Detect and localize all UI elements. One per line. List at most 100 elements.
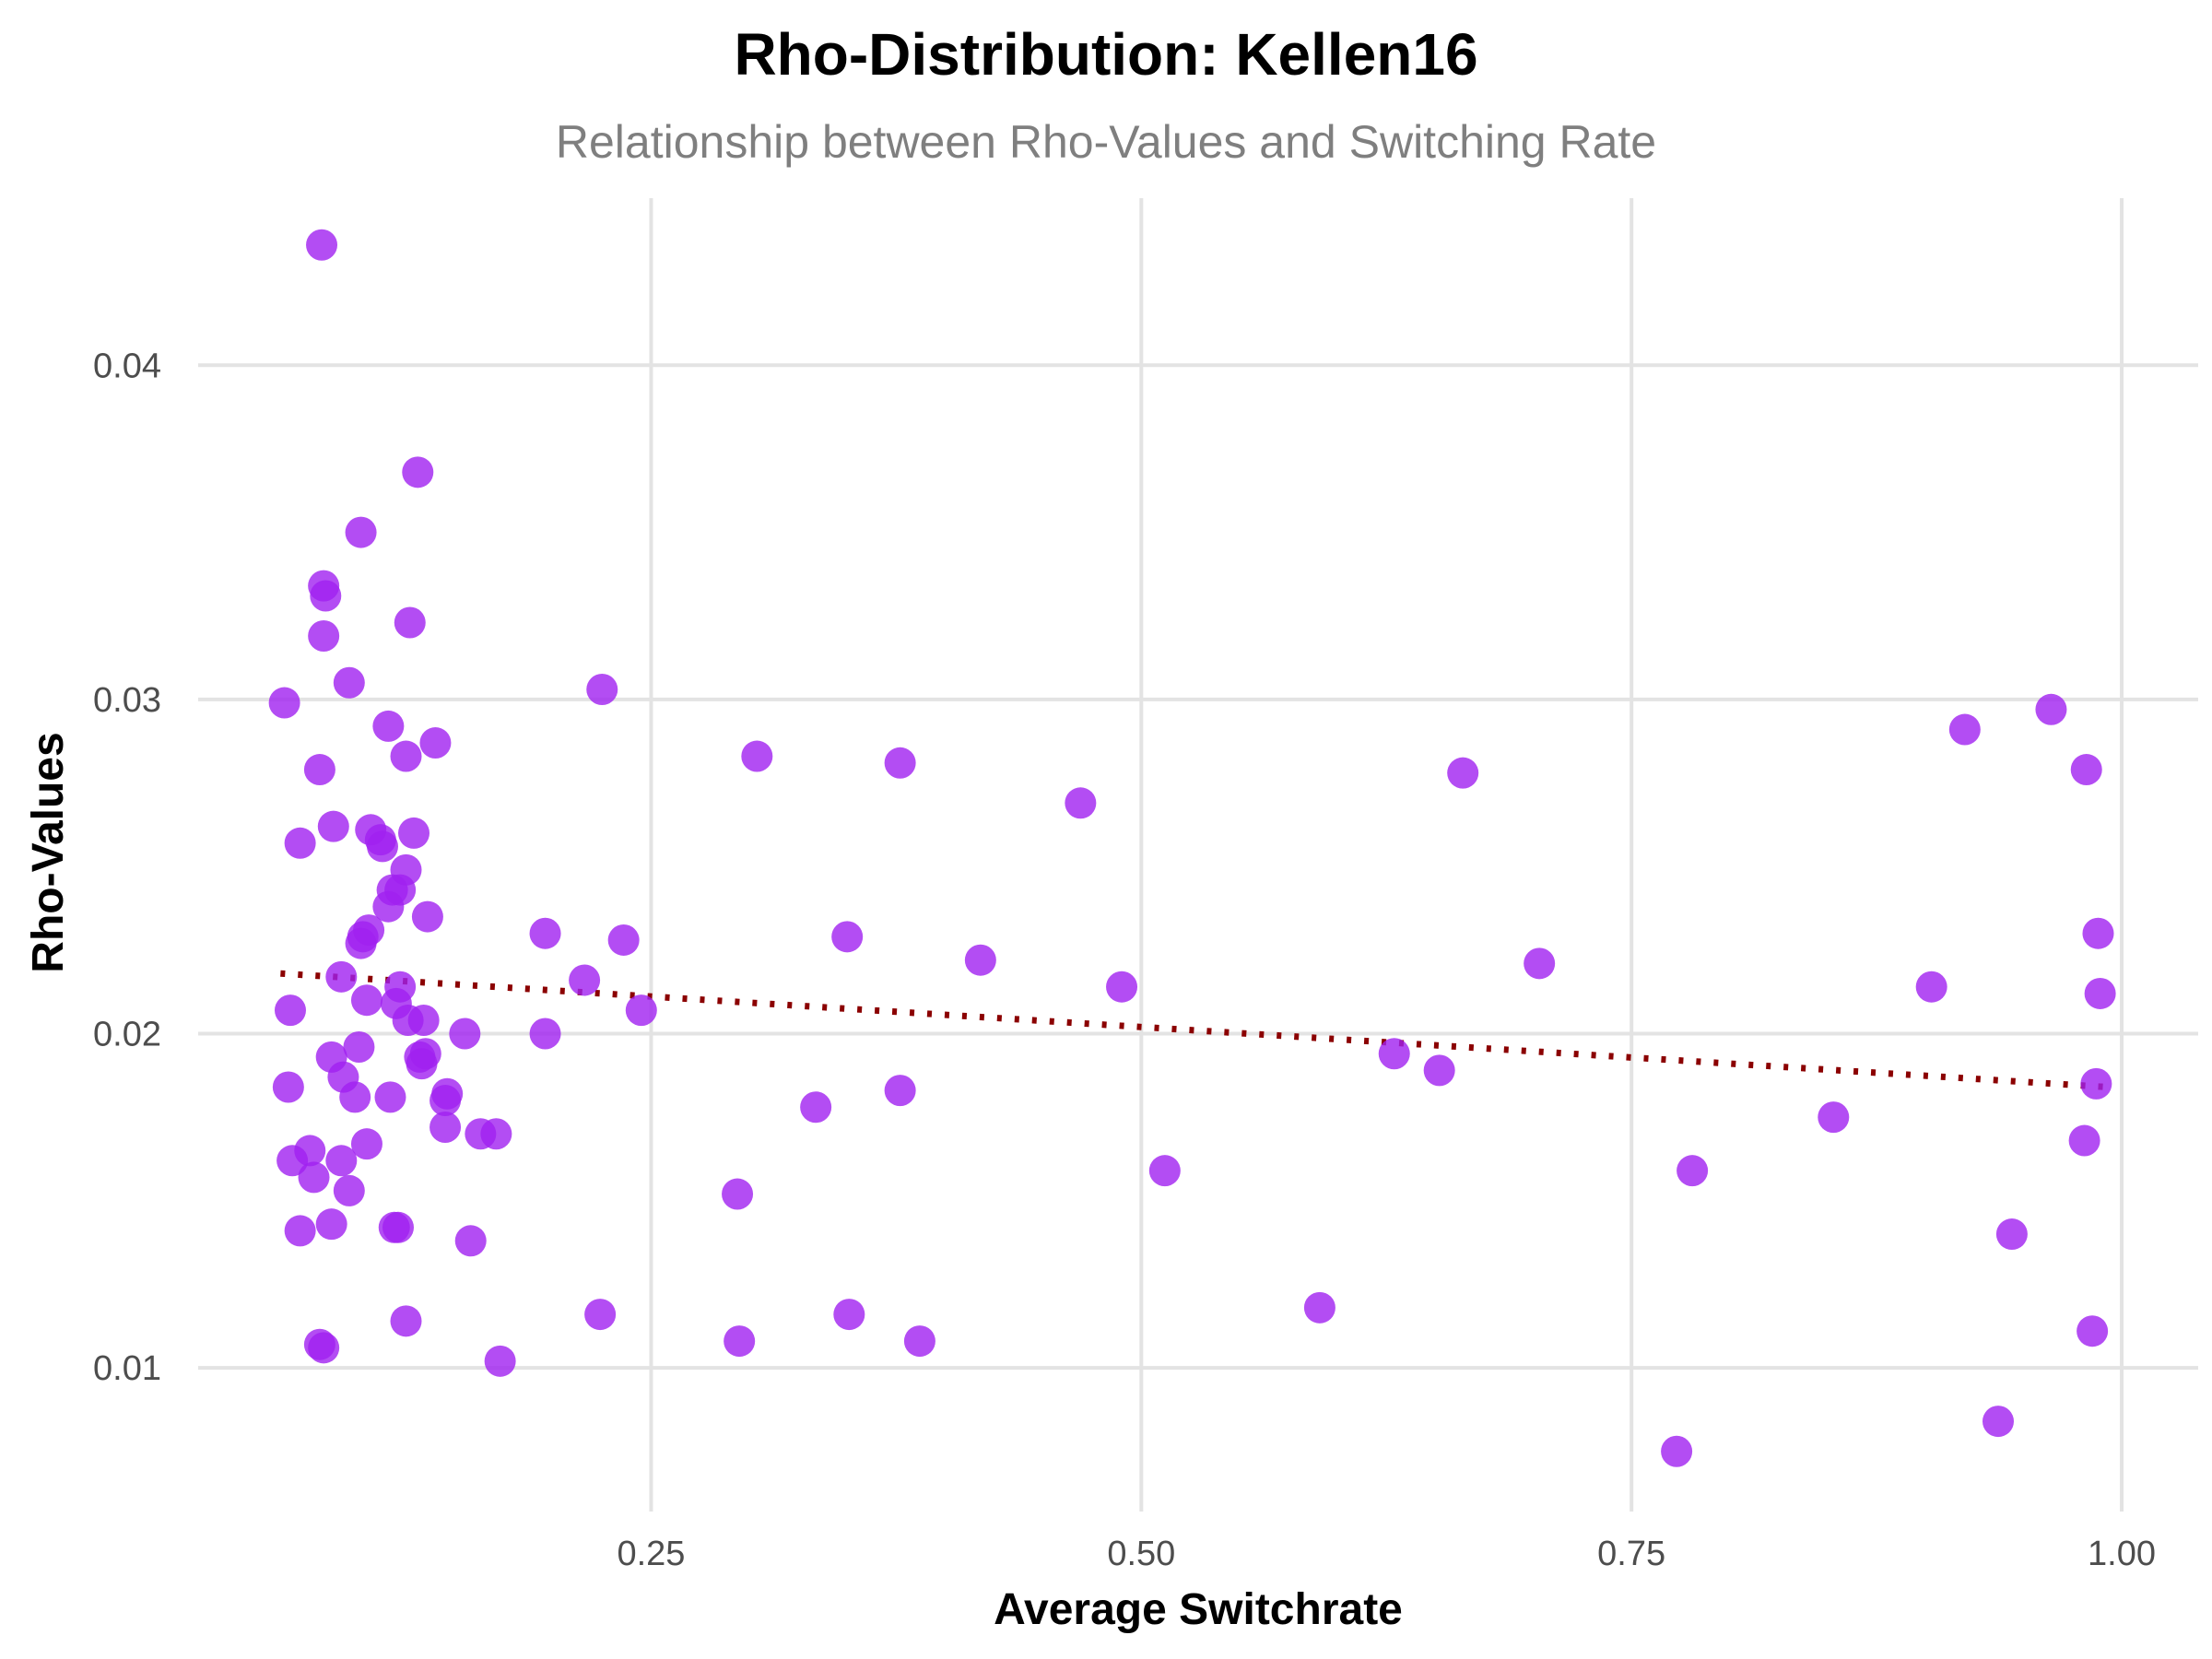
data-point [350,984,382,1017]
grid [198,198,2198,1512]
data-point [1378,1038,1410,1070]
data-point [831,921,864,953]
data-point [325,1145,358,1177]
data-point [276,1145,309,1177]
points-layer [268,229,2116,1467]
data-point [529,917,561,949]
data-point [343,1030,375,1063]
data-point [339,1081,371,1113]
data-point [308,1332,340,1364]
data-point [1524,947,1556,980]
data-point [374,1081,406,1113]
data-point [454,1225,487,1257]
data-point [268,687,300,719]
y-tick-label: 0.02 [93,1015,161,1053]
data-point [1661,1435,1693,1467]
data-point [2068,1124,2100,1157]
data-point [308,620,340,652]
y-tick-label: 0.01 [93,1349,161,1388]
data-point [480,1118,512,1150]
data-point [382,1211,414,1243]
data-point [384,971,417,1003]
x-tick-label: 0.25 [617,1535,685,1573]
data-point [372,890,405,923]
data-point [431,1077,464,1110]
chart-title: Rho-Distribution: Kellen16 [734,21,1478,88]
data-point [411,900,443,933]
data-point [2082,917,2114,949]
chart-subtitle: Relationship between Rho-Values and Swit… [555,116,1657,168]
data-point [2070,754,2102,786]
data-point [741,740,773,772]
data-point [884,1075,916,1107]
data-point [586,674,618,706]
data-point [1447,757,1479,789]
data-point [722,1178,754,1210]
data-point [306,229,338,261]
data-point [2084,977,2116,1009]
data-point [833,1299,865,1331]
data-point [366,830,398,863]
data-point [394,606,426,639]
x-tick-label: 0.50 [1107,1535,1175,1573]
data-point [274,994,306,1027]
x-tick-label: 1.00 [2088,1535,2156,1573]
data-point [333,1174,365,1206]
data-point [1303,1291,1335,1324]
data-point [284,1215,316,1247]
data-point [964,944,996,976]
data-point [1983,1406,2014,1438]
data-point [429,1112,462,1144]
data-point [350,1128,382,1160]
x-axis-title: Average Switchrate [994,1585,1403,1634]
data-point [402,456,434,488]
y-tick-label: 0.04 [93,347,161,385]
data-point [529,1018,561,1050]
data-point [2077,1315,2109,1347]
data-point [298,1161,330,1194]
data-point [325,960,358,993]
tick-labels: 0.25 0.50 0.75 1.00 0.01 0.02 0.03 0.04 [93,347,2156,1573]
data-point [284,827,316,859]
y-axis-title: Rho-Values [24,732,73,972]
data-point [449,1018,481,1050]
data-point [390,740,422,772]
data-point [724,1325,756,1358]
data-point [398,817,430,849]
data-point [347,921,379,953]
data-point [310,580,342,612]
data-point [407,1004,440,1036]
data-point [625,994,657,1027]
data-point [1818,1101,1850,1134]
data-point [607,924,640,956]
trend-line [280,970,2109,1090]
data-point [315,1208,347,1241]
data-point [345,516,377,548]
data-point [800,1091,832,1124]
data-point [317,810,349,842]
data-point [1948,713,1981,746]
data-point [884,747,916,779]
data-point [303,754,335,786]
data-point [1148,1155,1181,1187]
x-tick-label: 0.75 [1597,1535,1665,1573]
data-point [404,1041,436,1073]
data-point [569,964,601,996]
data-point [1677,1155,1709,1187]
trend-line-layer [280,970,2109,1090]
data-point [372,710,405,742]
data-point [1995,1218,2028,1251]
data-point [1106,971,1138,1003]
data-point [1915,971,1947,1003]
data-point [333,666,365,699]
data-point [2080,1067,2112,1100]
data-point [390,1305,422,1337]
data-point [584,1299,617,1331]
data-point [2035,693,2067,725]
data-point [272,1071,304,1103]
data-point [484,1345,516,1377]
y-tick-label: 0.03 [93,681,161,720]
data-point [1423,1054,1455,1087]
data-point [903,1325,935,1358]
